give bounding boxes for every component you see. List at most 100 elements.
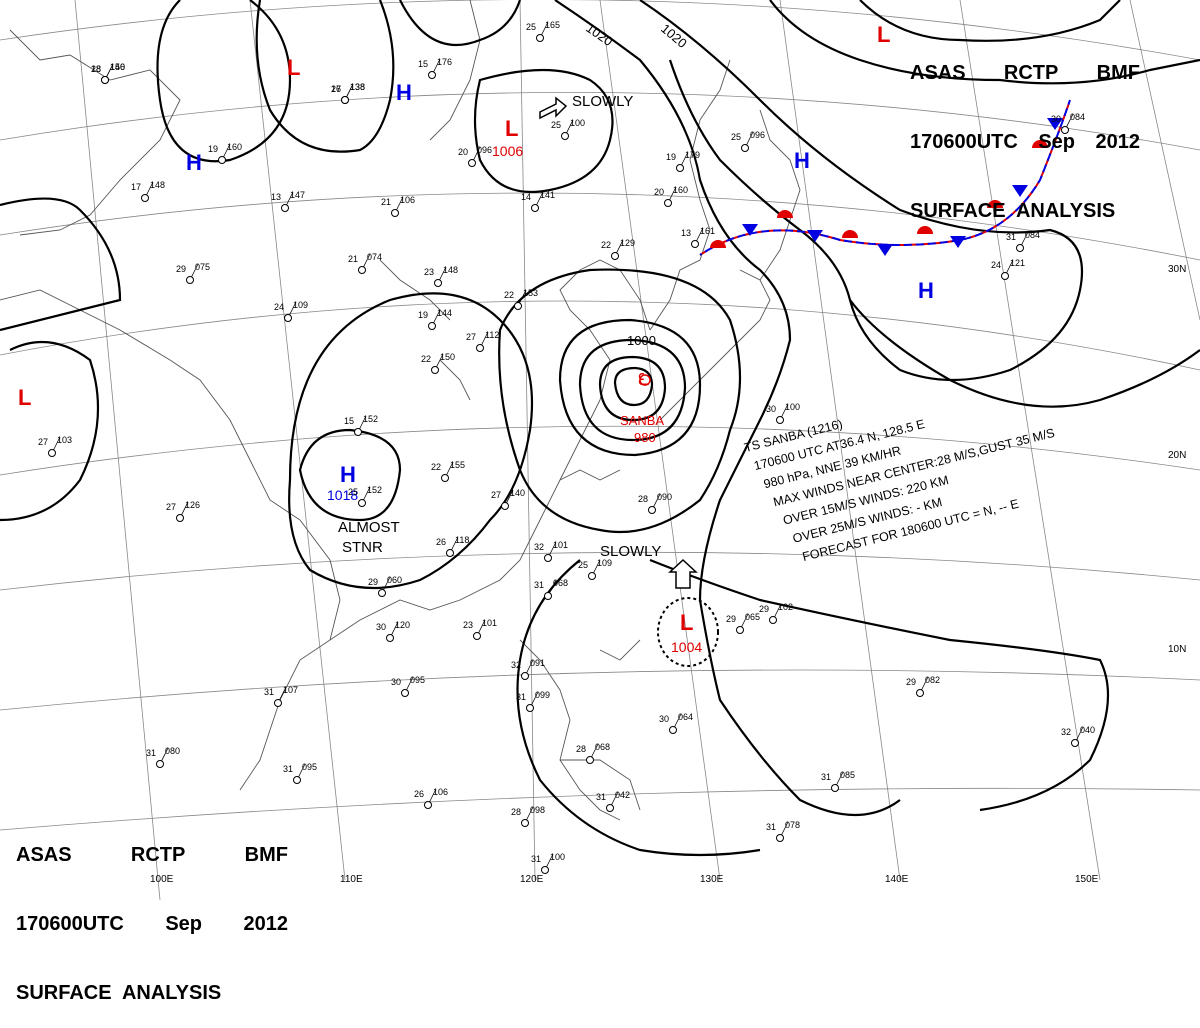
- station-temp: 31: [264, 687, 274, 697]
- station-pressure: 121: [1010, 258, 1025, 268]
- time-row: 170600UTC Sep 2012: [16, 913, 288, 936]
- low-pressure-value: 1006: [492, 143, 523, 159]
- cold-front-triangle: [807, 230, 823, 242]
- station-circle-icon: [544, 554, 552, 562]
- station-circle-icon: [676, 164, 684, 172]
- station-plot: 30 064: [659, 712, 693, 734]
- cold-front-triangle: [950, 236, 966, 248]
- station-pressure: 140: [510, 488, 525, 498]
- lon-label: 100E: [150, 874, 174, 885]
- station-circle-icon: [521, 672, 529, 680]
- station-temp: 21: [348, 254, 358, 264]
- station-circle-icon: [428, 71, 436, 79]
- station-circle-icon: [606, 804, 614, 812]
- station-temp: 31: [516, 692, 526, 702]
- station-plot: 13 147: [271, 190, 305, 212]
- station-circle-icon: [358, 499, 366, 507]
- station-temp: 32: [511, 660, 521, 670]
- motion-label: SLOWLY: [572, 93, 633, 110]
- time-row: 170600UTC Sep 2012: [910, 131, 1140, 154]
- product-title: SURFACE ANALYSIS: [910, 200, 1116, 222]
- weather-map: 1020 1020 1000 L L L L L H H H H H 1006 …: [0, 0, 1200, 900]
- station-temp: 19: [418, 310, 428, 320]
- station-temp: 31: [1006, 232, 1016, 242]
- station-plot: 27 103: [38, 435, 72, 457]
- station-temp: 26: [436, 537, 446, 547]
- station-circle-icon: [776, 416, 784, 424]
- station-temp: 29: [906, 677, 916, 687]
- station-plot: 19 160: [208, 142, 242, 164]
- station-temp: 27: [38, 437, 48, 447]
- office-code: BMF: [1096, 62, 1140, 84]
- station-plot: 29 075: [176, 262, 210, 284]
- pressure-values: 1006 1004 1018: [327, 143, 702, 655]
- station-circle-icon: [561, 132, 569, 140]
- lon-label: 150E: [1075, 874, 1099, 885]
- high-center: H: [918, 278, 934, 303]
- station-pressure: 103: [57, 435, 72, 445]
- station-temp: 31: [283, 764, 293, 774]
- stationary-label: STNR: [342, 539, 383, 556]
- station-plot: 29 082: [906, 675, 940, 697]
- station-plot: 31 084: [1006, 230, 1040, 252]
- station-circle-icon: [611, 252, 619, 260]
- station-pressure: 106: [400, 195, 415, 205]
- high-pressure-value: 1018: [327, 487, 358, 503]
- station-pressure: 091: [530, 658, 545, 668]
- valid-time: 170600UTC: [910, 131, 1018, 153]
- station-plot: 29 102: [759, 602, 793, 624]
- station-pressure: 095: [302, 762, 317, 772]
- station-temp: 30: [766, 404, 776, 414]
- station-temp: 15: [418, 59, 428, 69]
- station-temp: 31: [596, 792, 606, 802]
- station-plot: 28 146: [91, 62, 125, 84]
- station-circle-icon: [141, 194, 149, 202]
- warm-front-semicircle: [842, 230, 858, 238]
- station-circle-icon: [284, 314, 292, 322]
- station-circle-icon: [101, 76, 109, 84]
- station-pressure: 155: [450, 460, 465, 470]
- storm-info: TS SANBA (1216) 170600 UTC AT36.4 N, 128…: [743, 417, 1056, 564]
- station-plot: 21 106: [381, 195, 415, 217]
- station-plot: 30 120: [376, 620, 410, 642]
- station-pressure: 152: [363, 414, 378, 424]
- station-temp: 28: [576, 744, 586, 754]
- station-circle-icon: [501, 502, 509, 510]
- station-temp: 25: [348, 487, 358, 497]
- station-plot: 15 152: [344, 414, 378, 436]
- station-pressure: 138: [350, 82, 365, 92]
- station-pressure: 147: [290, 190, 305, 200]
- station-plot: 20 096: [458, 145, 492, 167]
- station-plot: 31 099: [516, 690, 550, 712]
- isobars: [0, 0, 1200, 857]
- station-circle-icon: [186, 276, 194, 284]
- stationary-label: ALMOST: [338, 519, 400, 536]
- station-circle-icon: [776, 834, 784, 842]
- agency-code: ASAS: [910, 62, 966, 84]
- station-temp: 22: [421, 354, 431, 364]
- station-circle-icon: [468, 159, 476, 167]
- station-plot: 24 109: [274, 300, 308, 322]
- valid-year: 2012: [243, 913, 289, 935]
- station-pressure: 144: [437, 308, 452, 318]
- high-center: H: [396, 80, 412, 105]
- typhoon-name: SANBA: [620, 413, 664, 428]
- station-plot: 19 179: [666, 150, 700, 172]
- station-plot: 25 165: [526, 20, 560, 42]
- typhoon-symbol-icon: ᘍ: [638, 372, 650, 389]
- station-temp: 28: [638, 494, 648, 504]
- station-plot: 26 106: [414, 787, 448, 809]
- station-pressure: 109: [597, 558, 612, 568]
- lat-label: 10N: [1168, 644, 1186, 655]
- low-pressure-value: 1004: [671, 639, 702, 655]
- station-temp: 26: [414, 789, 424, 799]
- station-temp: 21: [381, 197, 391, 207]
- station-pressure: 096: [477, 145, 492, 155]
- station-temp: 19: [666, 152, 676, 162]
- station-plot: 13 161: [681, 226, 715, 248]
- station-pressure: 100: [570, 118, 585, 128]
- typhoon-eye-icon: [639, 374, 651, 386]
- station-circle-icon: [544, 592, 552, 600]
- motion-label: SLOWLY: [600, 543, 661, 560]
- station-plot: 26 118: [436, 535, 469, 557]
